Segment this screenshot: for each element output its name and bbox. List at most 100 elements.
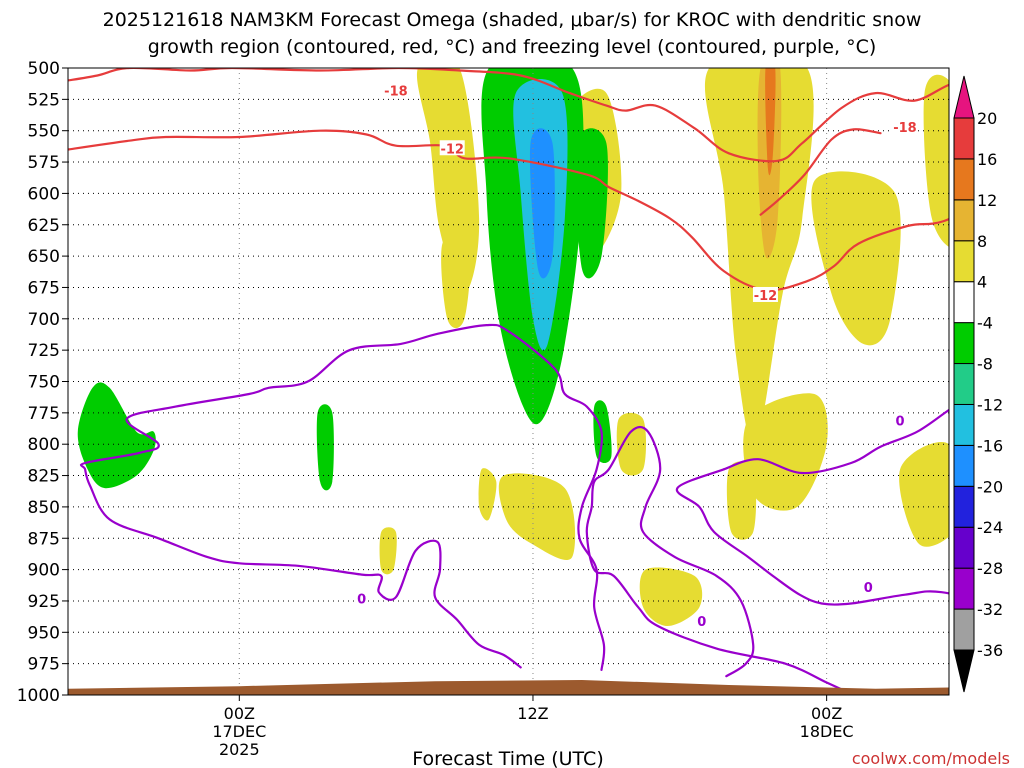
omega-region	[923, 74, 949, 247]
colorbar-bin	[953, 322, 975, 365]
contour-label-text: 0	[864, 581, 873, 596]
colorbar-bin	[953, 403, 975, 446]
y-tick-label: 800	[28, 435, 60, 455]
purple-freezing-mid	[722, 408, 949, 475]
contour-label-text: -18	[893, 121, 917, 136]
terrain-surface	[68, 680, 949, 695]
y-tick-label: 850	[28, 498, 60, 518]
x-tick-label: 12Z	[517, 704, 548, 723]
colorbar-label: 12	[977, 191, 997, 210]
colorbar-bin	[953, 363, 975, 405]
colorbar-bin	[953, 199, 975, 242]
contour-label: -12	[752, 286, 778, 304]
y-tick-label: 600	[28, 184, 60, 204]
contour-label-bg	[752, 286, 778, 302]
contour-label: -18	[892, 118, 918, 136]
colorbar-bin	[953, 485, 975, 528]
y-tick-label: 500	[28, 59, 60, 79]
contour-label-text: 0	[357, 592, 366, 607]
terrain	[68, 680, 949, 695]
contour-label-text: 0	[896, 414, 905, 429]
colorbar-bin	[953, 281, 975, 324]
x-axis-label: Forecast Time (UTC)	[412, 748, 603, 768]
red-contour-dgz-mid	[759, 128, 882, 216]
grid	[68, 68, 949, 695]
colorbar-bin	[953, 117, 975, 160]
contour-label-text: -12	[754, 289, 778, 304]
y-tick-label: 825	[28, 467, 60, 487]
colorbar-label: -32	[977, 600, 1003, 619]
contour-label: 0	[894, 412, 906, 429]
x-tick-label: 17DEC	[212, 722, 266, 741]
colorbar-label: -4	[977, 314, 993, 333]
colorbar-label: -8	[977, 355, 993, 374]
omega-region	[77, 382, 156, 489]
omega-region	[441, 234, 471, 329]
colorbar: 20 16 12 8 4 -4 -8 -12 -16 -20 -24 -28 -32 -36	[953, 75, 1003, 693]
y-tick-label: 1000	[17, 686, 60, 706]
contour-label: 0	[696, 613, 708, 630]
contour-label-bg	[696, 613, 708, 629]
contour-labels: -18-12-18-1200000	[356, 82, 918, 630]
colorbar-label: 4	[977, 273, 987, 292]
purple-freezing-right	[585, 425, 855, 695]
colorbar-bin	[953, 158, 975, 201]
plot-area	[68, 68, 949, 695]
x-tick-label: 18DEC	[800, 722, 854, 741]
contour-label-bg	[439, 140, 465, 156]
y-tick-label: 750	[28, 373, 60, 393]
omega-region	[575, 128, 608, 279]
omega-region	[743, 393, 828, 511]
omega-region	[705, 68, 814, 446]
y-tick-label: 725	[28, 341, 60, 361]
contour-label-text: -18	[384, 85, 408, 100]
omega-region	[639, 567, 703, 626]
colorbar-bin	[953, 444, 975, 487]
contour-label-bg	[356, 590, 368, 606]
y-tick-label: 550	[28, 122, 60, 142]
y-tick-label: 875	[28, 529, 60, 549]
colorbar-label: -36	[977, 641, 1003, 660]
y-tick-label: 625	[28, 216, 60, 236]
omega-region	[379, 527, 397, 575]
contour-label: 0	[862, 579, 874, 596]
colorbar-label: 20	[977, 109, 997, 128]
omega-region	[478, 468, 497, 521]
omega-region	[811, 171, 901, 346]
colorbar-label: -20	[977, 477, 1003, 496]
colorbar-bin	[953, 608, 975, 651]
x-tick-label: 00Z	[811, 704, 842, 723]
colorbar-label: 8	[977, 232, 987, 251]
omega-region	[498, 473, 576, 561]
x-axis: 00Z17DEC202512Z00Z18DEC12Z00Z19DEC	[212, 695, 854, 759]
omega-region	[765, 68, 776, 176]
colorbar-label: -12	[977, 395, 1003, 414]
colorbar-bin	[953, 526, 975, 569]
chart-title: 2025121618 NAM3KM Forecast Omega (shaded…	[103, 9, 922, 31]
colorbar-label: -24	[977, 518, 1003, 537]
y-axis: 500 525 550 575 600 625 650 675 700 725 750 775 800 8…	[17, 59, 68, 706]
colorbar-bin	[953, 567, 975, 610]
contour-label-text: 0	[697, 615, 706, 630]
colorbar-bin	[953, 240, 975, 283]
y-tick-label: 575	[28, 153, 60, 173]
y-tick-label: 525	[28, 90, 60, 110]
purple-freezing-lower-mid	[675, 468, 949, 606]
colorbar-label: -16	[977, 436, 1003, 455]
colorbar-under-triangle	[953, 649, 975, 693]
chart-subtitle: growth region (contoured, red, °C) and f…	[148, 36, 877, 58]
contour-label-bg	[894, 412, 906, 428]
contour-label-bg	[383, 82, 409, 98]
contour-label: -18	[383, 82, 409, 100]
contour-label: 0	[356, 590, 368, 607]
y-tick-label: 975	[28, 655, 60, 675]
y-tick-label: 925	[28, 592, 60, 612]
contour-label-bg	[862, 579, 874, 595]
colorbar-over-triangle	[953, 75, 975, 119]
red-contour-dgz-bottom	[68, 129, 949, 292]
y-tick-label: 950	[28, 623, 60, 643]
contour-label-bg	[892, 118, 918, 134]
x-tick-label: 2025	[219, 740, 260, 759]
y-tick-label: 675	[28, 278, 60, 298]
